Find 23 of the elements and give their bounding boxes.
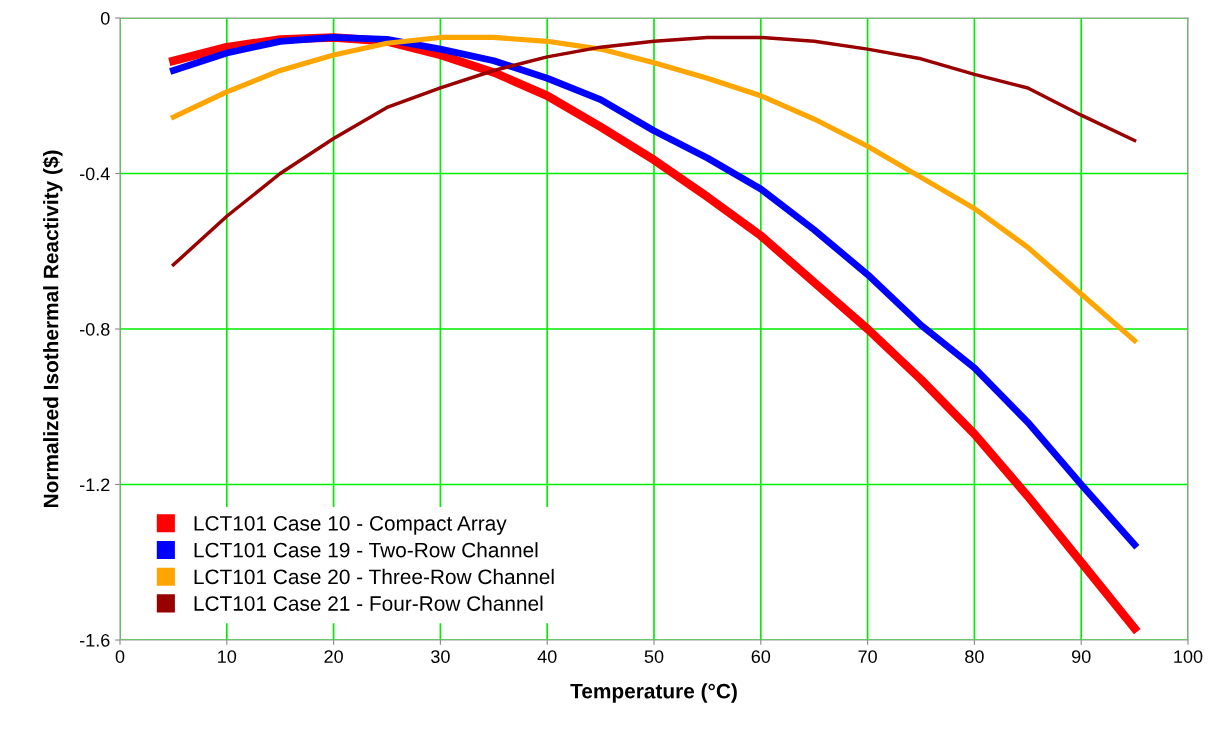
x-axis-title: Temperature (°C) bbox=[570, 683, 737, 703]
x-tick-label: 30 bbox=[431, 650, 450, 663]
y-axis-title: Normalized Isothermal Reactivity ($) bbox=[42, 150, 63, 508]
x-tick-label: 40 bbox=[537, 650, 557, 663]
y-tick-label: -1.6 bbox=[79, 633, 110, 647]
legend-label: LCT101 Case 21 - Four-Row Channel bbox=[194, 595, 543, 611]
x-tick-label: 0 bbox=[115, 650, 125, 663]
y-tick-label: 0 bbox=[100, 11, 110, 25]
y-tick-label: -1.2 bbox=[79, 478, 110, 492]
x-tick-label: 80 bbox=[965, 650, 984, 663]
x-tick-label: 10 bbox=[218, 650, 237, 663]
x-tick-label: 70 bbox=[858, 650, 877, 663]
legend-label: LCT101 Case 19 - Two-Row Channel bbox=[194, 542, 538, 558]
x-tick-label: 60 bbox=[751, 650, 771, 663]
x-tick-label: 90 bbox=[1072, 650, 1091, 663]
line-series bbox=[171, 35, 1137, 267]
x-tick-label: 20 bbox=[324, 650, 343, 663]
legend-label: LCT101 Case 10 - Compact Array bbox=[194, 515, 507, 535]
legend-label: LCT101 Case 20 - Three-Row Channel bbox=[194, 568, 554, 585]
y-tick-label: -0.8 bbox=[79, 322, 110, 336]
x-tick-label: 100 bbox=[1174, 650, 1203, 663]
x-tick-label: 50 bbox=[644, 650, 664, 663]
y-tick-label: -0.4 bbox=[79, 167, 110, 181]
